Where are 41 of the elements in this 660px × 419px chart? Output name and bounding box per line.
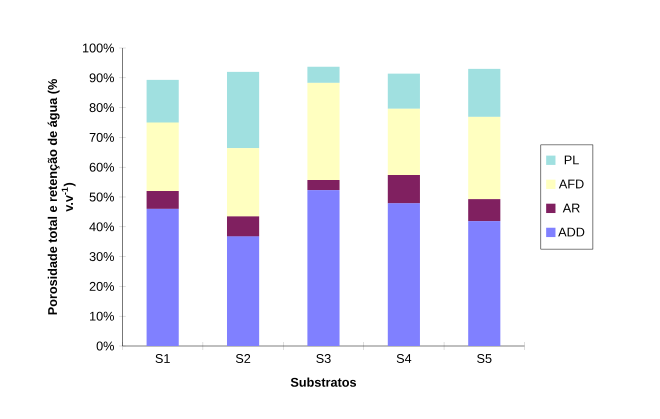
y-tick-label: 10%	[90, 312, 114, 321]
y-tick-label: 20%	[90, 282, 114, 291]
bar	[468, 68, 500, 117]
x-tick-label: S4	[396, 354, 412, 364]
x-tick-label: S1	[156, 354, 170, 364]
x-tick-label: S3	[316, 354, 331, 364]
bar	[307, 190, 340, 346]
x-tick-label: S2	[236, 354, 250, 364]
bar	[226, 236, 260, 346]
y-tick-label: 60%	[90, 162, 114, 172]
y-tick-label: 50%	[90, 192, 114, 202]
bar	[468, 221, 500, 346]
bar	[388, 203, 420, 346]
bar	[146, 191, 179, 209]
bar	[226, 148, 260, 216]
y-tick-label: 0%	[96, 342, 114, 350]
y-tick-label: 30%	[90, 252, 114, 262]
x-axis-title: Substratos	[290, 378, 356, 387]
x-tick-label: S5	[477, 354, 492, 364]
bar	[307, 82, 340, 180]
bar	[307, 180, 340, 190]
legend-label: PL	[564, 156, 579, 164]
legend-label: AFD	[558, 180, 584, 188]
y-tick-label: 90%	[90, 73, 114, 82]
bar	[388, 108, 420, 175]
legend-label: AR	[562, 204, 580, 212]
bar	[468, 199, 500, 222]
bar	[388, 174, 420, 204]
bar	[468, 116, 500, 200]
bar	[307, 66, 340, 83]
y-tick-label: 80%	[90, 103, 114, 112]
bar	[146, 122, 179, 192]
bar	[146, 208, 179, 346]
legend-label: ADD	[558, 228, 584, 236]
bar	[226, 216, 260, 236]
bar	[226, 72, 260, 148]
y-tick-label: 40%	[89, 222, 114, 232]
y-tick-label: 100%	[82, 44, 114, 52]
bar	[146, 80, 179, 122]
y-tick-label: 70%	[90, 132, 114, 142]
bar	[388, 74, 420, 109]
